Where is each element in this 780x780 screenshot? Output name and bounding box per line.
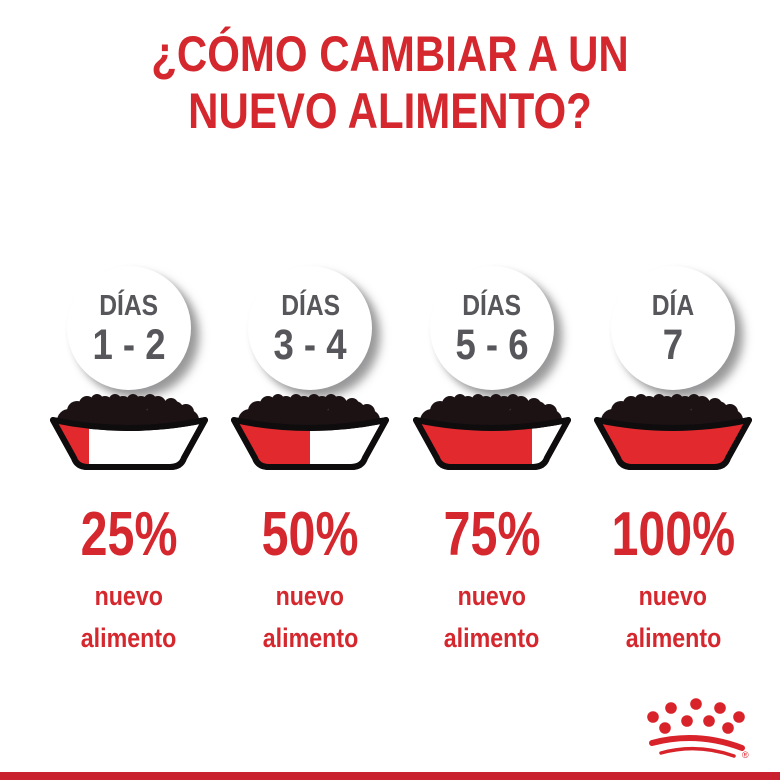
- percent-caption-line2: alimento: [81, 623, 177, 653]
- crown-swoosh-top: [649, 735, 745, 751]
- day-label: DÍA: [652, 290, 695, 322]
- registered-mark: ®: [742, 750, 749, 760]
- percent-caption-line2: alimento: [444, 623, 540, 653]
- page-title: ¿CÓMO CAMBIAR A UN NUEVO ALIMENTO?: [151, 26, 629, 139]
- percent-caption-line1: nuevo: [639, 581, 708, 611]
- transition-steps: DÍAS 1 - 2 25% nuevo alimento DÍAS 3 - 4: [38, 266, 764, 652]
- percent-caption-line2: alimento: [262, 623, 358, 653]
- day-range: 3 - 4: [273, 321, 347, 369]
- food-bowl-icon: [410, 394, 574, 474]
- percent-caption-line1: nuevo: [457, 581, 526, 611]
- royal-canin-crown-logo: ®: [647, 698, 749, 760]
- day-label: DÍAS: [462, 290, 522, 322]
- day-badge: DÍAS 3 - 4: [248, 266, 373, 390]
- day-range: 1 - 2: [92, 321, 166, 369]
- day-badge: DÍAS 5 - 6: [429, 266, 554, 390]
- food-bowl-icon: [47, 394, 211, 474]
- percent-caption-line1: nuevo: [276, 581, 345, 611]
- step-column-days-1-2: DÍAS 1 - 2 25% nuevo alimento: [38, 266, 220, 652]
- crown-dots: [647, 698, 745, 734]
- food-bowl-icon: [228, 394, 392, 474]
- step-column-days-5-6: DÍAS 5 - 6 75% nuevo alimento: [401, 266, 583, 652]
- percent-caption-line1: nuevo: [94, 581, 163, 611]
- percent-value: 100%: [611, 500, 736, 569]
- step-column-day-7: DÍA 7 100% nuevo alimento: [583, 266, 765, 652]
- step-column-days-3-4: DÍAS 3 - 4 50% nuevo alimento: [220, 266, 402, 652]
- percent-caption-line2: alimento: [625, 623, 721, 653]
- percent-value: 50%: [261, 500, 359, 569]
- day-label: DÍAS: [99, 290, 159, 322]
- day-badge: DÍAS 1 - 2: [66, 266, 191, 390]
- day-range: 7: [663, 321, 684, 369]
- day-range: 5 - 6: [455, 321, 529, 369]
- crown-swoosh-bottom: [659, 746, 736, 758]
- bottom-red-bar: [0, 772, 780, 780]
- food-bowl-icon: [591, 394, 755, 474]
- percent-value: 75%: [443, 500, 541, 569]
- percent-value: 25%: [80, 500, 178, 569]
- day-badge: DÍA 7: [611, 266, 736, 390]
- day-label: DÍAS: [280, 290, 340, 322]
